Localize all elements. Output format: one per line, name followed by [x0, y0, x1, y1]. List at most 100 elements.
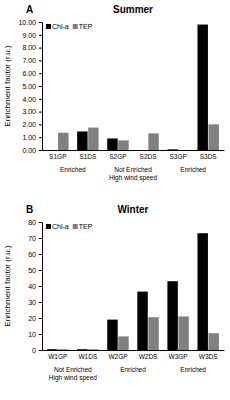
bar	[88, 349, 98, 350]
tick-mark	[39, 238, 42, 239]
tick: 5.00	[22, 83, 42, 90]
tick: S3DS	[200, 150, 218, 160]
group-label: Not EnrichedHigh wind speed	[109, 166, 157, 182]
tick-label: 1.00	[22, 134, 36, 141]
group-label-line: Not Enriched	[114, 166, 152, 173]
tick: 8.00	[22, 44, 42, 51]
x-axis: W1GP W1DS W2GP W2DS W3GP W3DS	[43, 350, 225, 360]
tick: W2GP	[108, 350, 127, 360]
tick-label: S3GP	[169, 153, 186, 160]
title: Summer	[113, 4, 153, 15]
bar	[58, 349, 68, 350]
legend-swatch	[73, 24, 78, 29]
figure: 0.001.002.003.004.005.006.007.008.009.00…	[0, 0, 230, 400]
tick: W3DS	[199, 350, 218, 360]
group-label: Enriched	[180, 366, 206, 373]
legend: Chl-aTEP	[46, 23, 93, 30]
bar	[137, 150, 147, 151]
tick-label: 70	[28, 235, 36, 242]
tick: 20	[28, 315, 42, 322]
axis-line	[43, 350, 225, 351]
legend-label: Chl-a	[52, 23, 69, 30]
bar	[178, 316, 188, 350]
tick-mark	[39, 48, 42, 49]
y-axis-title: Enrichment factor (r.u.)	[3, 45, 12, 127]
tick-label: W2DS	[139, 353, 158, 360]
bar	[208, 333, 218, 350]
tick-label: 3.00	[22, 108, 36, 115]
tick-label: S2DS	[140, 153, 158, 160]
tick: 0.00	[22, 147, 42, 154]
bar	[88, 128, 98, 150]
tick-mark	[39, 60, 42, 61]
group-label: Enriched	[60, 166, 86, 173]
tick-label: 9.00	[22, 32, 36, 39]
tick-mark	[39, 318, 42, 319]
tick-label: W3GP	[169, 353, 188, 360]
tick-mark	[39, 73, 42, 74]
tick-label: 50	[28, 267, 36, 274]
tick: 6.00	[22, 70, 42, 77]
tick-label: 2.00	[22, 121, 36, 128]
y-axis: 0.001.002.003.004.005.006.007.008.009.00…	[18, 19, 42, 154]
bars	[47, 233, 219, 350]
group-label-line: Not Enriched	[54, 366, 92, 373]
legend-label: TEP	[79, 223, 93, 230]
tick-mark	[39, 270, 42, 271]
tick-label: W3DS	[199, 353, 218, 360]
y-axis: 01020304050607080	[28, 219, 42, 354]
group-label: Enriched	[180, 166, 206, 173]
title: Winter	[117, 204, 148, 215]
tick-label: 10	[28, 331, 36, 338]
tick: S1GP	[49, 150, 66, 160]
tick-label: S1DS	[79, 153, 97, 160]
bar	[47, 349, 57, 350]
tick-label: 0.00	[22, 147, 36, 154]
panel: 01020304050607080W1GPW1DSW2GPW2DSW3GPW3D…	[3, 204, 225, 382]
bar	[47, 150, 57, 151]
tick: 50	[28, 267, 42, 274]
tick-mark	[39, 150, 42, 151]
tick: 9.00	[22, 32, 42, 39]
tick: W1GP	[48, 350, 67, 360]
tick-mark	[39, 99, 42, 100]
panel-label: B	[26, 204, 33, 215]
group-label-line: High wind speed	[49, 374, 97, 382]
tick: W2DS	[139, 350, 158, 360]
tick-mark	[39, 286, 42, 287]
tick: W1DS	[78, 350, 97, 360]
bar	[197, 25, 207, 150]
tick: W3GP	[169, 350, 188, 360]
bar	[77, 349, 87, 350]
tick: 60	[28, 251, 42, 258]
tick-label: 60	[28, 251, 36, 258]
tick: 10.00	[18, 19, 42, 26]
tick-mark	[39, 86, 42, 87]
legend-swatch	[73, 224, 78, 229]
tick-mark	[39, 137, 42, 138]
tick: 10	[28, 331, 42, 338]
tick: 3.00	[22, 108, 42, 115]
tick: 4.00	[22, 96, 42, 103]
tick-label: S3DS	[200, 153, 218, 160]
tick: S3GP	[169, 150, 186, 160]
group-label: Enriched	[120, 366, 146, 373]
tick: 30	[28, 299, 42, 306]
tick: 0	[32, 347, 42, 354]
tick: S1DS	[79, 150, 97, 160]
bar	[137, 292, 147, 350]
tick-label: 4.00	[22, 96, 36, 103]
axis-line	[42, 223, 43, 351]
bar	[58, 133, 68, 150]
group-label-line: Enriched	[180, 366, 206, 373]
tick-mark	[39, 22, 42, 23]
tick: 1.00	[22, 134, 42, 141]
legend: Chl-aTEP	[46, 223, 93, 230]
bar	[77, 131, 87, 150]
tick: S2GP	[109, 150, 126, 160]
tick-mark	[39, 222, 42, 223]
bar	[178, 150, 188, 151]
tick-mark	[39, 112, 42, 113]
bar	[118, 336, 128, 350]
x-axis: S1GP S1DS S2GP S2DS S3GP S3DS	[43, 150, 225, 160]
